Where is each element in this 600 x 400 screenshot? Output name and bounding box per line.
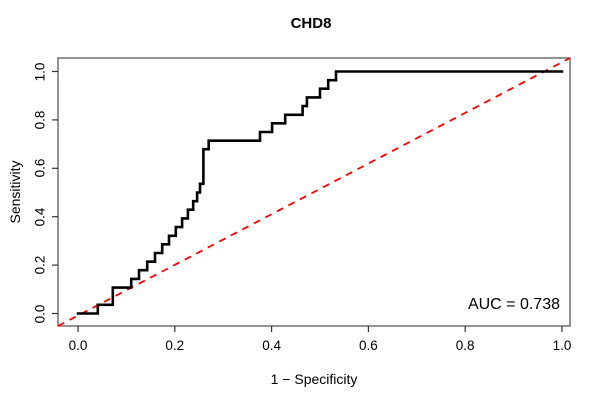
roc-curve	[76, 70, 564, 315]
x-tick-label: 0.6	[359, 338, 378, 353]
y-tick-label: 0.0	[32, 304, 48, 323]
x-tick-label: 0.8	[455, 338, 475, 353]
y-tick-label: 0.6	[32, 158, 48, 178]
y-tick-label: 1.0	[32, 62, 48, 81]
x-tick-label: 0.2	[165, 338, 185, 353]
x-tick-label: 1.0	[552, 338, 572, 353]
x-tick-label: 0.0	[68, 338, 88, 353]
y-tick-label: 0.8	[32, 110, 48, 130]
plot-border-box	[57, 57, 571, 327]
auc-annotation: AUC = 0.738	[467, 296, 560, 313]
x-axis-label: 1 − Specificity	[270, 371, 358, 387]
y-tick-label: 0.4	[32, 207, 48, 227]
y-axis-label: Sensitivity	[7, 160, 23, 224]
y-tick-label: 0.2	[32, 255, 48, 275]
chart-title: CHD8	[290, 15, 332, 32]
chance-diagonal-line	[57, 57, 571, 327]
x-tick-label: 0.4	[262, 338, 281, 353]
axis-ticks	[52, 70, 563, 332]
